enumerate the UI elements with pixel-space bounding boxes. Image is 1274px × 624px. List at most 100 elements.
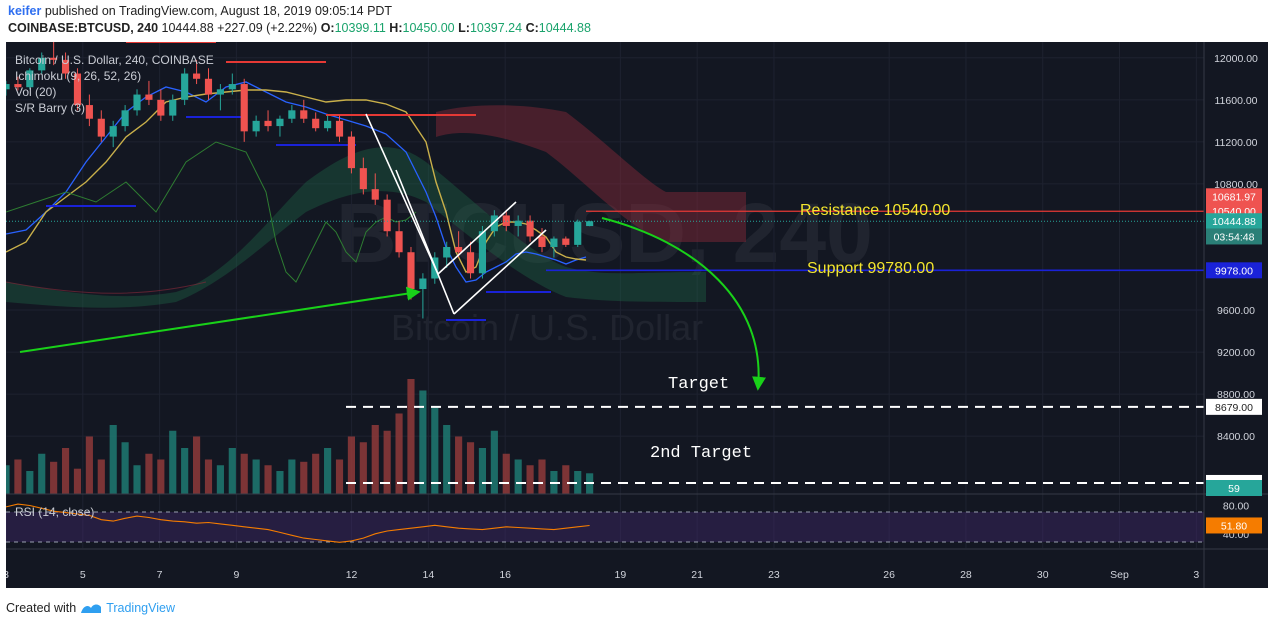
candle-body: [193, 73, 201, 79]
low-value: 10397.24: [469, 21, 523, 35]
time-tick-label: 19: [615, 569, 627, 581]
volume-bar: [228, 448, 236, 494]
candle-body: [228, 84, 236, 90]
candle-body: [264, 120, 272, 127]
volume-bar: [181, 448, 189, 494]
volume-bars: [6, 379, 594, 494]
volume-bar: [276, 471, 284, 494]
time-tick-label: 9: [233, 569, 239, 581]
price-tag: 10444.88: [1212, 216, 1256, 228]
time-axis[interactable]: 3 5 7 9 12 14 16 19 21 23 26 28 30 Sep 3: [6, 569, 1199, 581]
candle-body: [312, 118, 320, 129]
volume-bar: [157, 459, 165, 494]
volume-bar: [264, 465, 272, 494]
price-tick-label: 8800.00: [1217, 389, 1255, 401]
candlestick-chart[interactable]: BTCUSD, 240 Bitcoin / U.S. Dollar: [6, 42, 1268, 588]
candle-body: [407, 252, 415, 290]
price-axis[interactable]: 9600.00 9200.00 8800.00 8400.00 12000.00 1160…: [1214, 53, 1258, 443]
candle-body: [145, 94, 153, 100]
candle-body: [97, 118, 105, 137]
price-tick-label: 11600.00: [1214, 95, 1257, 107]
volume-bar: [204, 459, 213, 494]
volume-bar: [61, 448, 70, 494]
candle-body: [455, 246, 463, 253]
target-arrow[interactable]: [601, 217, 766, 391]
volume-bar: [335, 459, 344, 494]
rsi-tag-bg: [1206, 517, 1262, 534]
volume-bar: [14, 459, 22, 494]
watermark-name: Bitcoin / U.S. Dollar: [391, 307, 703, 348]
price-tag-bg: [1206, 188, 1262, 205]
candle-body: [371, 189, 379, 200]
close-value: 10444.88: [538, 21, 591, 35]
volume-bar: [121, 442, 129, 494]
legend-vol[interactable]: Vol (20): [15, 85, 56, 99]
volume-bar: [502, 453, 510, 494]
volume-bar: [478, 448, 487, 494]
time-tick-label: 3: [1193, 569, 1199, 581]
volume-bar: [395, 413, 403, 494]
legend-ichimoku[interactable]: Ichimoku (9, 26, 52, 26): [15, 69, 141, 83]
candle-body: [133, 94, 141, 111]
time-tick-label: 26: [883, 569, 895, 581]
price-tag-bg: [1206, 262, 1262, 279]
candle-body: [85, 105, 93, 119]
candle-body: [121, 110, 129, 127]
candle-body: [502, 215, 510, 226]
bear-flag-drawing[interactable]: [365, 113, 547, 315]
candle-body: [38, 57, 46, 71]
open-value: 10399.11: [334, 21, 386, 35]
close-label: C:: [525, 21, 539, 35]
volume-bar: [145, 453, 153, 494]
volume-bar: [300, 461, 308, 494]
price-tick-label: 11200.00: [1214, 137, 1257, 149]
volume-bar: [562, 465, 570, 494]
volume-bar: [312, 453, 320, 494]
ichimoku-cloud: [6, 105, 746, 308]
candle-body: [324, 120, 332, 129]
support-label: Support 99780.00: [807, 260, 934, 277]
candle-body: [276, 118, 284, 127]
price-tick-label: 12000.00: [1214, 53, 1258, 65]
candle-body: [490, 215, 498, 232]
candle-body: [6, 84, 10, 90]
volume-bar: [514, 459, 522, 494]
watermark-symbol: BTCUSD, 240: [336, 186, 873, 280]
price-tag: 8679.00: [1215, 402, 1253, 414]
volume-tag-bg: [1206, 480, 1262, 496]
candle-body: [562, 238, 570, 245]
kijun-line: [6, 89, 587, 273]
tradingview-link[interactable]: TradingView: [106, 601, 175, 615]
time-tick-label: 28: [960, 569, 972, 581]
volume-bar: [324, 448, 332, 494]
candle-body: [61, 59, 70, 74]
high-value: 10450.00: [402, 21, 455, 35]
price-tag-bg: [1206, 213, 1262, 230]
volume-bar: [455, 436, 463, 494]
volume-bar: [73, 468, 82, 494]
tradingview-logo-icon: [81, 604, 102, 613]
trend-arrow[interactable]: [19, 286, 421, 353]
target-label: Target: [668, 375, 729, 394]
volume-bar: [193, 436, 201, 494]
price-tag-bg: [1206, 228, 1262, 245]
volume-bar: [109, 425, 117, 494]
change-value: +227.09 (+2.22%): [217, 21, 318, 35]
legend-sr[interactable]: S/R Barry (3): [15, 101, 85, 115]
time-tick-label: 3: [6, 569, 9, 581]
volume-bar: [419, 390, 427, 494]
sr-lines: [46, 42, 551, 321]
candle-body: [288, 110, 296, 119]
author-link[interactable]: keifer: [8, 4, 42, 18]
candle-body: [359, 168, 367, 190]
volume-bar: [347, 436, 355, 494]
tenkan-line: [6, 81, 587, 283]
high-label: H:: [389, 21, 403, 35]
candle-body: [383, 199, 391, 232]
rsi-legend[interactable]: RSI (14, close): [15, 505, 94, 519]
time-tick-label: 21: [691, 569, 703, 581]
candle-body: [300, 110, 308, 119]
time-tick-label: 30: [1037, 569, 1049, 581]
volume-bar: [526, 465, 534, 494]
candle-body: [514, 220, 522, 226]
